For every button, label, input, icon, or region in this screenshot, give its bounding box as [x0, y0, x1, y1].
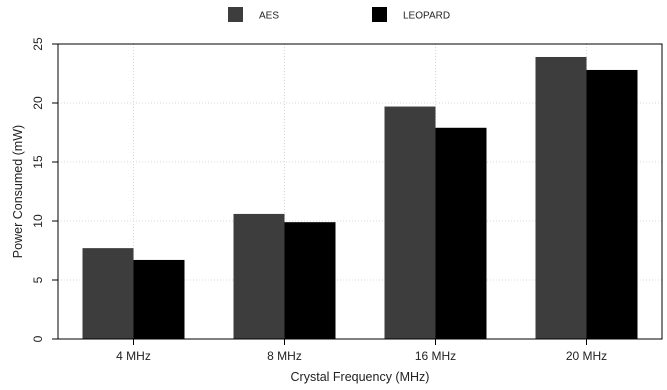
bar-aes-3: [384, 106, 436, 339]
y-axis: 0 5 10 15 20 25: [31, 37, 58, 342]
y-tick-label: 10: [31, 214, 45, 228]
legend-swatch-aes: [228, 7, 243, 22]
bar-leopard-3: [435, 127, 487, 339]
legend-swatch-leopard: [372, 7, 387, 22]
x-tick-label: 20 MHz: [566, 349, 607, 363]
bar-aes-2: [233, 213, 285, 339]
bar-aes-1: [82, 248, 134, 339]
legend-label-leopard: LEOPARD: [403, 11, 450, 22]
x-tick-label: 8 MHz: [267, 349, 302, 363]
y-axis-title: Power Consumed (mW): [11, 125, 25, 258]
y-tick-label: 5: [31, 276, 45, 283]
y-tick-label: 15: [31, 155, 45, 169]
bar-leopard-2: [284, 222, 336, 339]
legend-label-aes: AES: [259, 11, 279, 22]
plot-frame: [57, 43, 663, 340]
x-tick-label: 4 MHz: [116, 349, 151, 363]
bar-aes-4: [535, 56, 587, 339]
x-tick-label: 16 MHz: [415, 349, 456, 363]
y-tick-label: 20: [31, 96, 45, 110]
legend: AES LEOPARD: [228, 7, 450, 22]
y-tick-label: 0: [31, 335, 45, 342]
x-axis-title: Crystal Frequency (MHz): [291, 370, 430, 384]
bars: [82, 56, 638, 340]
y-tick-label: 25: [31, 37, 45, 51]
bar-leopard-1: [133, 259, 185, 339]
bar-leopard-4: [586, 69, 638, 340]
x-axis: 4 MHz 8 MHz 16 MHz 20 MHz: [116, 339, 607, 363]
